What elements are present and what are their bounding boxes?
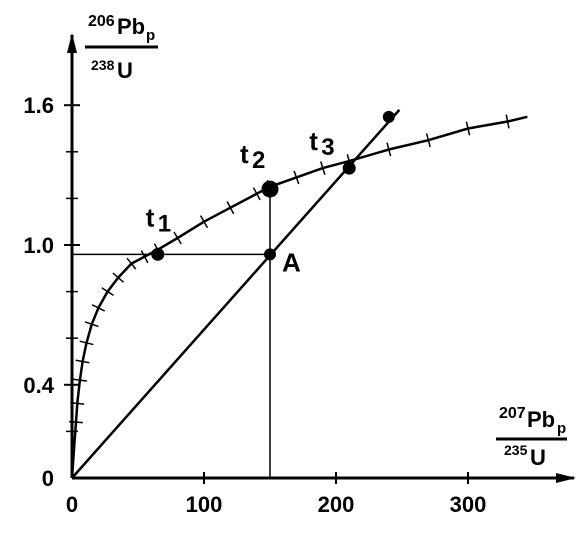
point-label: t — [146, 202, 155, 232]
data-point — [342, 161, 356, 175]
concordia-tick — [68, 420, 83, 424]
data-point — [264, 248, 276, 261]
y-tick-label: 0 — [42, 466, 54, 491]
x-axis-label: 207 Pb p 235 U — [496, 405, 567, 470]
concordia-tick — [140, 250, 149, 264]
y-axis-label-numerator: Pb — [117, 14, 145, 39]
concordia-tick — [75, 359, 90, 364]
point-label: t — [309, 126, 318, 156]
concordia-curve — [70, 115, 528, 479]
concordia-tick — [252, 187, 261, 201]
y-axis-ticks: 0 0.4 1.0 1.6 — [23, 93, 80, 491]
y-axis-label-denominator-sup: 238 — [91, 57, 115, 73]
concordia-tick — [425, 133, 431, 148]
data-point — [151, 247, 165, 261]
concordia-tick — [70, 402, 85, 405]
data-point — [261, 180, 279, 198]
concordia-tick — [465, 121, 471, 136]
concordia-tick — [199, 215, 209, 229]
y-axis-label-numerator-sub: p — [146, 27, 155, 44]
y-axis-label: 206 Pb p 238 U — [85, 13, 158, 83]
x-axis-label-numerator-sup: 207 — [499, 405, 526, 422]
x-tick-label: 0 — [66, 492, 78, 517]
y-axis-label-denominator: U — [117, 58, 133, 83]
data-points: t 1t 2t 3A — [146, 110, 395, 277]
concordia-tick — [112, 272, 125, 283]
concordia-tick — [79, 340, 94, 346]
concordia-tick — [91, 304, 106, 312]
concordia-tick — [101, 287, 114, 297]
point-label: A — [282, 247, 301, 277]
x-tick-label: 300 — [450, 492, 487, 517]
concordia-tick — [320, 161, 326, 176]
x-axis-label-numerator-sub: p — [557, 420, 566, 437]
concordia-tick — [293, 170, 300, 185]
data-point — [382, 110, 395, 123]
y-tick-label: 1.0 — [23, 233, 54, 258]
concordia-tick — [226, 201, 235, 215]
x-axis-label-numerator: Pb — [527, 407, 555, 432]
concordia-tick — [126, 257, 137, 270]
y-tick-label: 0.4 — [23, 373, 54, 398]
x-axis-label-denominator-sup: 235 — [504, 442, 528, 458]
point-label-subscript: 3 — [321, 134, 334, 161]
x-tick-label: 200 — [318, 492, 355, 517]
y-tick-label: 1.6 — [23, 93, 54, 118]
concordia-tick — [173, 231, 182, 245]
x-tick-label: 100 — [186, 492, 223, 517]
x-axis-label-denominator: U — [530, 445, 546, 470]
point-label: t — [240, 139, 249, 169]
concordia-tick — [72, 378, 87, 382]
concordia-tick — [505, 114, 510, 129]
concordia-tick — [386, 142, 392, 157]
concordia-tick — [84, 321, 99, 328]
x-axis-ticks: 0 100 200 300 — [66, 472, 486, 517]
y-axis-label-numerator-sup: 206 — [88, 13, 115, 30]
point-label-subscript: 1 — [158, 210, 171, 237]
point-label-subscript: 2 — [252, 147, 265, 174]
guide-lines — [72, 189, 271, 478]
